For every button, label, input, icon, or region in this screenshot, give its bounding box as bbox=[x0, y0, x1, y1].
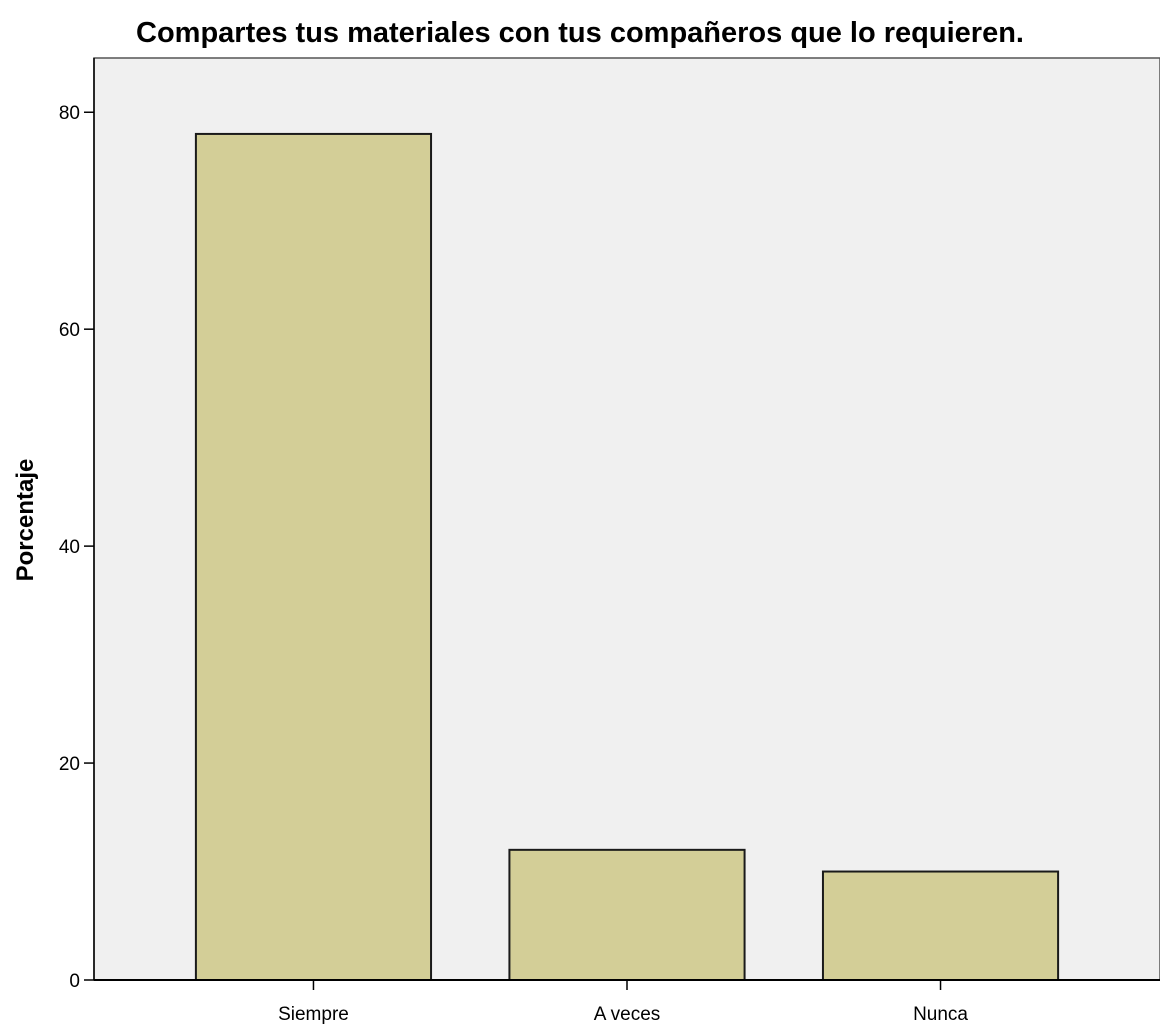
x-axis: Siempre A veces Nunca bbox=[94, 979, 1160, 1025]
x-tick-label: Siempre bbox=[278, 1004, 349, 1025]
x-tick-label: A veces bbox=[594, 1004, 661, 1025]
bar-a-veces bbox=[508, 848, 746, 981]
y-tick-label: 60 bbox=[59, 320, 80, 341]
y-tick-label: 80 bbox=[59, 103, 80, 124]
y-tick-label: 0 bbox=[69, 971, 80, 992]
bar-siempre bbox=[194, 132, 433, 982]
bar-nunca bbox=[821, 870, 1060, 982]
y-axis: 0 20 40 60 80 bbox=[59, 58, 95, 992]
chart-title: Compartes tus materiales con tus compañe… bbox=[136, 17, 1024, 49]
y-axis-label: Porcentaje bbox=[12, 459, 39, 582]
x-tick-label: Nunca bbox=[913, 1004, 968, 1025]
y-tick-label: 20 bbox=[59, 754, 80, 775]
y-tick-label: 40 bbox=[59, 537, 80, 558]
